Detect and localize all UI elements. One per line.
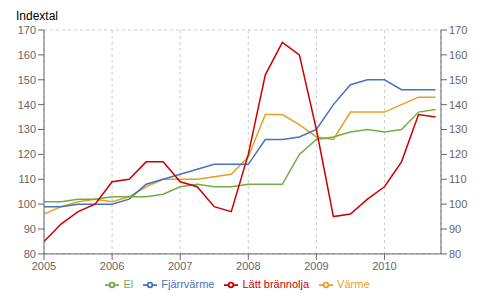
svg-text:90: 90 bbox=[449, 223, 461, 235]
svg-text:150: 150 bbox=[449, 74, 467, 86]
svg-text:80: 80 bbox=[24, 248, 36, 260]
svg-text:130: 130 bbox=[449, 123, 467, 135]
svg-text:100: 100 bbox=[18, 198, 36, 210]
svg-text:80: 80 bbox=[449, 248, 461, 260]
html-text:Indextal: Indextal bbox=[16, 9, 58, 23]
svg-text:140: 140 bbox=[449, 99, 467, 111]
html-text:El: El bbox=[123, 277, 134, 290]
html-text:Lätt brännolja: Lätt brännolja bbox=[242, 277, 310, 290]
svg-text:160: 160 bbox=[449, 49, 467, 61]
svg-text:2005: 2005 bbox=[32, 260, 56, 272]
svg-text:130: 130 bbox=[18, 123, 36, 135]
svg-text:120: 120 bbox=[449, 148, 467, 160]
svg-text:160: 160 bbox=[18, 49, 36, 61]
html-text:Fjärrvärme: Fjärrvärme bbox=[161, 277, 215, 290]
svg-text:2009: 2009 bbox=[304, 260, 328, 272]
svg-text:150: 150 bbox=[18, 74, 36, 86]
svg-text:2007: 2007 bbox=[168, 260, 192, 272]
html-text:Värme: Värme bbox=[337, 277, 370, 290]
svg-text:110: 110 bbox=[449, 173, 467, 185]
svg-text:2010: 2010 bbox=[372, 260, 396, 272]
svg-text:2006: 2006 bbox=[100, 260, 124, 272]
svg-text:90: 90 bbox=[24, 223, 36, 235]
svg-text:120: 120 bbox=[18, 148, 36, 160]
svg-text:170: 170 bbox=[449, 24, 467, 36]
svg-text:110: 110 bbox=[18, 173, 36, 185]
svg-text:170: 170 bbox=[18, 24, 36, 36]
svg-text:140: 140 bbox=[18, 99, 36, 111]
svg-text:100: 100 bbox=[449, 198, 467, 210]
svg-text:2008: 2008 bbox=[236, 260, 260, 272]
